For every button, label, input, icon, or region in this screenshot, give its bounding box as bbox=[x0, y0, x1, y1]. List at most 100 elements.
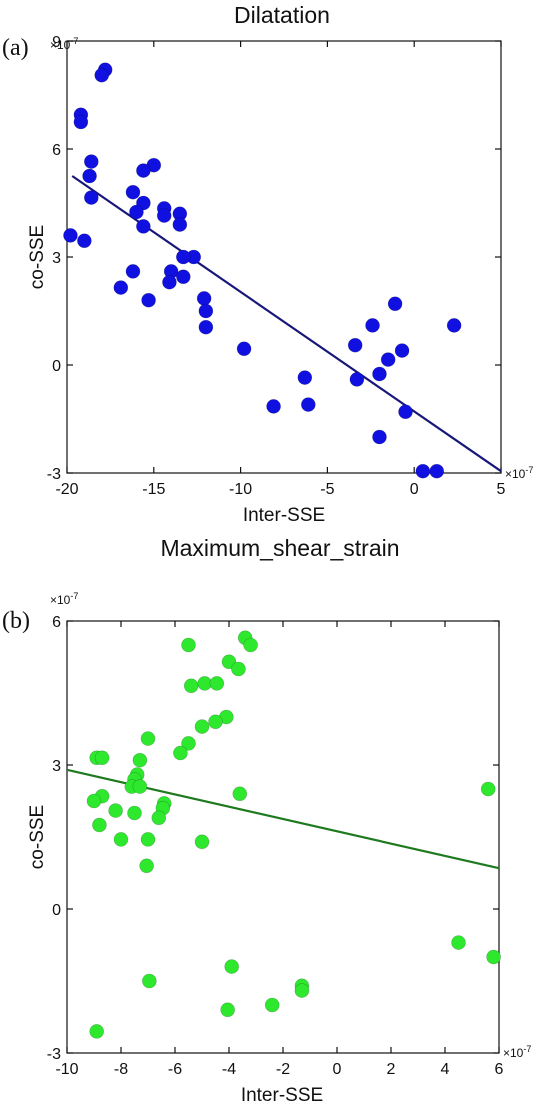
data-point bbox=[94, 750, 110, 766]
data-point bbox=[198, 303, 214, 319]
data-point bbox=[183, 678, 199, 694]
data-point bbox=[209, 676, 225, 691]
x-tick-label: 0 bbox=[410, 481, 419, 498]
data-point bbox=[176, 269, 191, 285]
data-point bbox=[129, 204, 144, 220]
plot-frame bbox=[66, 620, 500, 1054]
data-point bbox=[243, 637, 258, 653]
x-exponent-label: ×10-7 bbox=[503, 1044, 531, 1060]
data-point bbox=[173, 745, 188, 761]
data-point bbox=[232, 786, 248, 802]
data-point bbox=[208, 714, 223, 730]
y-tick-label: -3 bbox=[47, 466, 61, 483]
data-point bbox=[140, 731, 156, 746]
y-tick-label: 6 bbox=[52, 142, 61, 159]
data-point bbox=[451, 935, 466, 950]
data-point bbox=[486, 949, 501, 965]
data-point bbox=[349, 372, 365, 387]
data-point bbox=[231, 661, 246, 677]
x-tick-labels: -20 -15 -10 -5 0 5 bbox=[55, 481, 505, 498]
y-tick-label: -3 bbox=[47, 1046, 61, 1063]
x-tick-label: 0 bbox=[333, 1061, 342, 1078]
y-tick-label: 3 bbox=[52, 250, 61, 267]
data-point bbox=[220, 1002, 235, 1018]
svg-text:×10-7: ×10-7 bbox=[503, 1044, 531, 1060]
data-point bbox=[372, 429, 387, 445]
data-point bbox=[132, 752, 148, 768]
data-point bbox=[347, 337, 363, 353]
x-tick-label: -15 bbox=[142, 481, 165, 498]
fit-line bbox=[71, 175, 502, 473]
data-point bbox=[181, 736, 196, 751]
data-point bbox=[301, 397, 316, 412]
data-point bbox=[394, 343, 410, 358]
data-point bbox=[92, 817, 107, 833]
data-point bbox=[141, 292, 156, 308]
x-tick-label: -2 bbox=[276, 1061, 290, 1078]
plot-frame bbox=[66, 40, 502, 474]
data-point bbox=[264, 997, 280, 1013]
data-point bbox=[125, 264, 141, 279]
data-point bbox=[446, 318, 462, 333]
data-point bbox=[380, 352, 396, 367]
y-tick-label: 9 bbox=[52, 34, 61, 51]
panel-b: Maximum_shear_strain (b) ×10-7 ×10-7 -3 0… bbox=[2, 535, 531, 1106]
data-point bbox=[266, 399, 281, 414]
data-point bbox=[108, 803, 123, 818]
data-points bbox=[63, 62, 462, 479]
data-point bbox=[136, 219, 151, 234]
data-point bbox=[372, 366, 387, 382]
data-point bbox=[139, 858, 154, 874]
data-point bbox=[297, 370, 313, 385]
data-point bbox=[172, 217, 188, 232]
data-point bbox=[84, 154, 99, 169]
data-point bbox=[198, 319, 214, 335]
x-tick-label: -10 bbox=[55, 1061, 78, 1078]
data-point bbox=[132, 779, 148, 794]
data-point bbox=[415, 463, 431, 479]
data-point bbox=[136, 163, 151, 178]
data-point bbox=[86, 793, 102, 809]
data-point bbox=[156, 208, 172, 223]
data-point bbox=[194, 834, 210, 850]
data-point bbox=[89, 1024, 104, 1039]
x-tick-label: 2 bbox=[387, 1061, 396, 1078]
data-point bbox=[480, 781, 496, 797]
data-point bbox=[113, 832, 129, 847]
x-tick-label: -6 bbox=[168, 1061, 182, 1078]
data-point bbox=[236, 341, 252, 357]
x-tick-label: -10 bbox=[229, 481, 252, 498]
data-point bbox=[162, 274, 177, 290]
svg-text:×10-7: ×10-7 bbox=[505, 465, 533, 481]
data-point bbox=[429, 463, 445, 479]
x-axis-label: Inter-SSE bbox=[241, 1085, 323, 1106]
data-point bbox=[194, 719, 210, 734]
data-point bbox=[294, 983, 310, 998]
x-tick-label: -5 bbox=[320, 481, 334, 498]
y-tick-label: 0 bbox=[52, 902, 61, 919]
y-exponent-label: ×10-7 bbox=[50, 591, 78, 607]
data-point bbox=[221, 654, 237, 670]
data-point bbox=[181, 637, 196, 653]
x-tick-label: -4 bbox=[222, 1061, 236, 1078]
data-point bbox=[151, 810, 167, 826]
x-axis-label: Inter-SSE bbox=[243, 505, 325, 526]
data-point bbox=[127, 805, 142, 821]
data-points bbox=[86, 630, 501, 1039]
svg-text:×10-7: ×10-7 bbox=[50, 591, 78, 607]
x-tick-label: 6 bbox=[495, 1061, 504, 1078]
data-point bbox=[63, 228, 78, 243]
data-point bbox=[125, 184, 141, 200]
y-axis-label: co-SSE bbox=[27, 225, 48, 289]
chart-title: Maximum_shear_strain bbox=[160, 535, 399, 561]
data-point bbox=[387, 296, 403, 312]
y-tick-labels: -3 0 3 6 9 bbox=[47, 34, 61, 483]
x-tick-label: 5 bbox=[497, 481, 506, 498]
data-point bbox=[73, 114, 89, 130]
y-tick-label: 3 bbox=[52, 758, 61, 775]
panel-label: (a) bbox=[2, 35, 29, 61]
data-point bbox=[365, 318, 380, 333]
x-tick-label: -20 bbox=[55, 481, 78, 498]
data-point bbox=[176, 249, 191, 265]
